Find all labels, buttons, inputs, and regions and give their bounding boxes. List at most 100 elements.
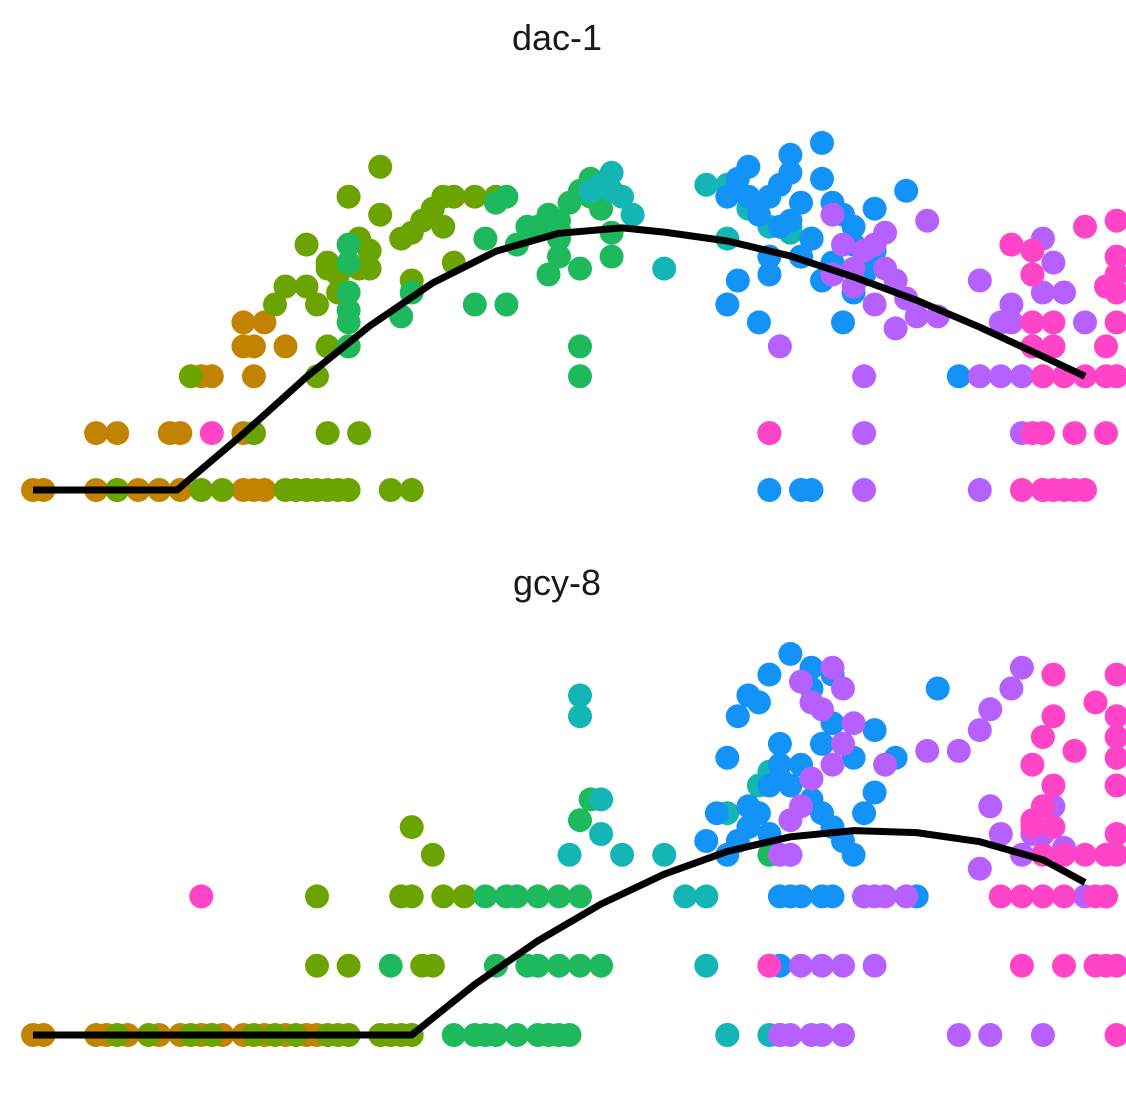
data-point-c5-4	[946, 364, 971, 389]
data-point-c7-12	[1104, 953, 1126, 978]
data-point-c1-21	[231, 310, 256, 335]
data-point-c6-34	[967, 718, 992, 743]
data-point-c5-35	[736, 154, 761, 179]
panel-title-dac-1: dac-1	[512, 17, 602, 58]
data-point-c7-22	[1104, 310, 1126, 335]
data-point-c6-5	[946, 1023, 971, 1047]
data-point-c5-23	[841, 214, 866, 239]
data-point-c6-0	[852, 478, 877, 502]
panel-gcy-8: gcy-8	[21, 562, 1126, 1047]
data-point-c7-18	[1041, 310, 1066, 335]
data-point-c5-7	[820, 884, 845, 909]
data-point-c7-32	[1104, 364, 1126, 389]
data-point-c7-11	[1094, 421, 1118, 446]
data-point-c4-3	[589, 787, 614, 812]
data-point-c5-5	[789, 884, 813, 909]
data-point-c7-28	[999, 232, 1024, 257]
data-point-c5-42	[925, 676, 950, 701]
data-point-c7-21	[1094, 334, 1118, 359]
data-point-c6-35	[978, 697, 1003, 722]
data-point-c4-6	[652, 256, 677, 281]
data-point-c3-5	[336, 232, 361, 257]
data-point-c6-10	[862, 292, 887, 317]
data-point-c5-6	[715, 292, 740, 317]
data-point-c5-20	[810, 166, 834, 191]
data-point-c4-8	[694, 884, 719, 909]
data-point-c7-6	[1052, 478, 1076, 502]
data-point-c2-22	[305, 292, 329, 317]
data-point-c5-7	[725, 268, 750, 293]
data-point-c4-4	[589, 822, 614, 846]
data-point-c2-20	[399, 884, 424, 909]
data-point-c6-16	[915, 208, 940, 233]
data-point-c7-30	[1104, 662, 1126, 687]
data-point-c2-11	[399, 478, 424, 502]
data-point-c7-9	[1030, 421, 1055, 446]
data-point-c7-1	[757, 953, 782, 978]
data-point-c6-4	[831, 1023, 855, 1047]
trend-line-gcy-8	[33, 827, 1087, 1039]
data-point-c2-27	[357, 256, 382, 281]
data-point-c6-27	[831, 676, 855, 701]
data-point-c1-22	[252, 310, 277, 335]
data-point-c6-45	[967, 856, 992, 881]
data-point-c2-9	[336, 478, 361, 502]
data-point-c2-40	[462, 184, 487, 209]
data-point-c7-9	[1052, 953, 1076, 978]
data-point-c6-29	[799, 690, 824, 715]
data-point-c6-9	[810, 953, 834, 978]
data-point-c5-32	[862, 196, 887, 221]
data-point-c3-22	[568, 256, 592, 281]
data-point-c3-9	[378, 953, 403, 978]
data-point-c7-12	[1030, 364, 1055, 389]
data-point-c2-14	[305, 953, 329, 978]
data-point-c7-29	[1020, 262, 1045, 287]
data-point-c1-23	[273, 334, 298, 359]
data-point-c5-11	[704, 801, 729, 826]
data-point-c7-29	[1104, 704, 1126, 729]
data-point-c4-5	[610, 842, 635, 867]
data-point-c6-35	[988, 310, 1013, 335]
data-point-c5-34	[810, 130, 834, 155]
data-point-c7-23	[1030, 725, 1055, 749]
data-point-c6-28	[789, 669, 813, 694]
data-point-c3-23	[568, 808, 592, 833]
data-point-c2-32	[315, 250, 340, 275]
data-point-c7-27	[1073, 214, 1097, 239]
data-point-c4-4	[578, 178, 603, 203]
data-point-c5-40	[862, 718, 887, 743]
data-point-c6-21	[789, 794, 813, 819]
data-point-c7-3	[1009, 884, 1034, 909]
points-dac-1	[21, 130, 1126, 502]
data-point-c7-4	[1030, 884, 1055, 909]
data-point-c5-31	[757, 662, 782, 687]
data-point-c2-2	[210, 478, 235, 502]
data-point-c4-1	[599, 160, 624, 185]
data-point-c5-2	[799, 478, 824, 502]
data-point-c6-25	[1030, 280, 1055, 305]
data-point-c4-6	[652, 842, 677, 867]
data-point-c6-36	[1009, 364, 1034, 389]
data-point-c5-36	[736, 794, 761, 819]
data-point-c6-37	[1073, 310, 1097, 335]
data-point-c2-43	[431, 214, 456, 239]
data-point-c6-14	[873, 884, 898, 909]
data-point-c3-0	[441, 1023, 466, 1047]
data-point-c6-3	[810, 1023, 834, 1047]
data-point-c3-10	[473, 226, 498, 251]
data-point-c5-45	[767, 731, 792, 756]
data-point-c7-27	[1104, 745, 1126, 770]
data-point-c4-5	[620, 202, 645, 227]
data-point-c6-3	[767, 334, 792, 359]
data-point-c6-14	[904, 304, 929, 329]
data-point-c7-26	[1094, 274, 1118, 299]
data-point-c5-27	[810, 731, 834, 756]
data-point-c7-19	[1020, 310, 1045, 335]
data-point-c1-9	[252, 478, 277, 502]
data-point-c3-28	[515, 214, 540, 239]
data-point-c4-3	[610, 184, 635, 209]
data-point-c3-9	[494, 292, 519, 317]
data-point-c6-23	[820, 752, 845, 777]
data-point-c3-16	[473, 884, 498, 909]
data-point-c6-1	[778, 1023, 803, 1047]
